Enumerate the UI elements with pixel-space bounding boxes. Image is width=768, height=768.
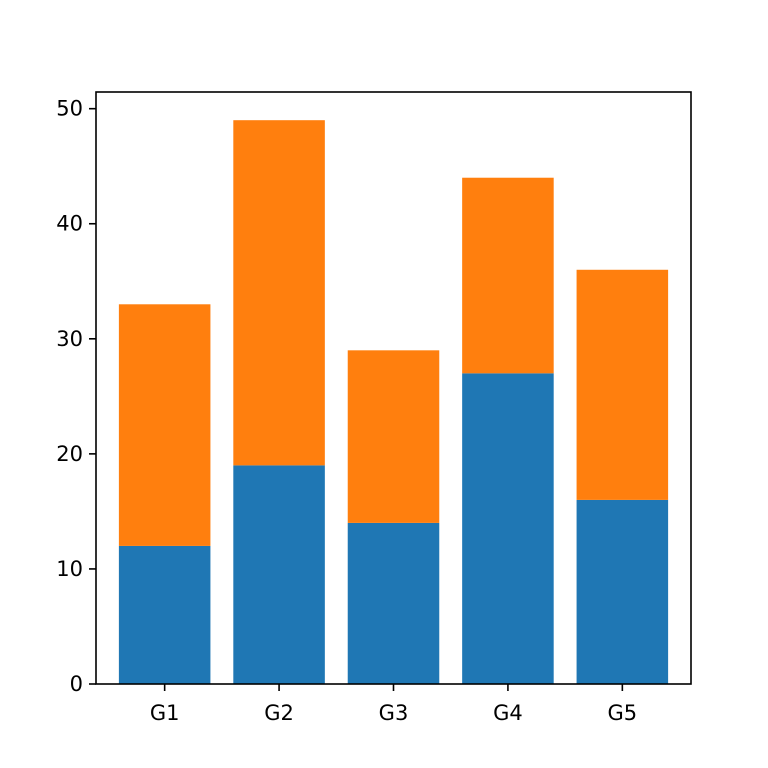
y-axis: 0 10 20 30 40 50 xyxy=(56,97,96,696)
x-tick-label-g1: G1 xyxy=(150,701,180,725)
y-tick-label-50: 50 xyxy=(56,97,83,121)
bar-series2-g4 xyxy=(462,177,554,374)
bar-series1-g3 xyxy=(347,522,440,684)
y-tick-label-30: 30 xyxy=(56,327,83,351)
bar-series2-g2 xyxy=(233,120,325,466)
bars-layer xyxy=(118,120,669,684)
x-tick-label-g5: G5 xyxy=(608,701,638,725)
y-tick-label-0: 0 xyxy=(70,672,83,696)
x-tick-label-g2: G2 xyxy=(264,701,294,725)
x-tick-label-g4: G4 xyxy=(493,701,523,725)
y-tick-label-40: 40 xyxy=(56,212,83,236)
bar-series1-g2 xyxy=(233,465,325,684)
bar-series1-g1 xyxy=(118,545,211,684)
plot-frame xyxy=(95,91,692,685)
bar-series1-g5 xyxy=(576,499,669,684)
bar-series1-g4 xyxy=(462,373,554,684)
y-tick-label-10: 10 xyxy=(56,557,83,581)
y-tick-label-20: 20 xyxy=(56,442,83,466)
bar-series2-g1 xyxy=(118,304,211,546)
x-tick-label-g3: G3 xyxy=(379,701,409,725)
x-axis: G1 G2 G3 G4 G5 xyxy=(150,684,637,725)
bar-series2-g5 xyxy=(576,269,669,500)
bar-series2-g3 xyxy=(347,350,440,523)
